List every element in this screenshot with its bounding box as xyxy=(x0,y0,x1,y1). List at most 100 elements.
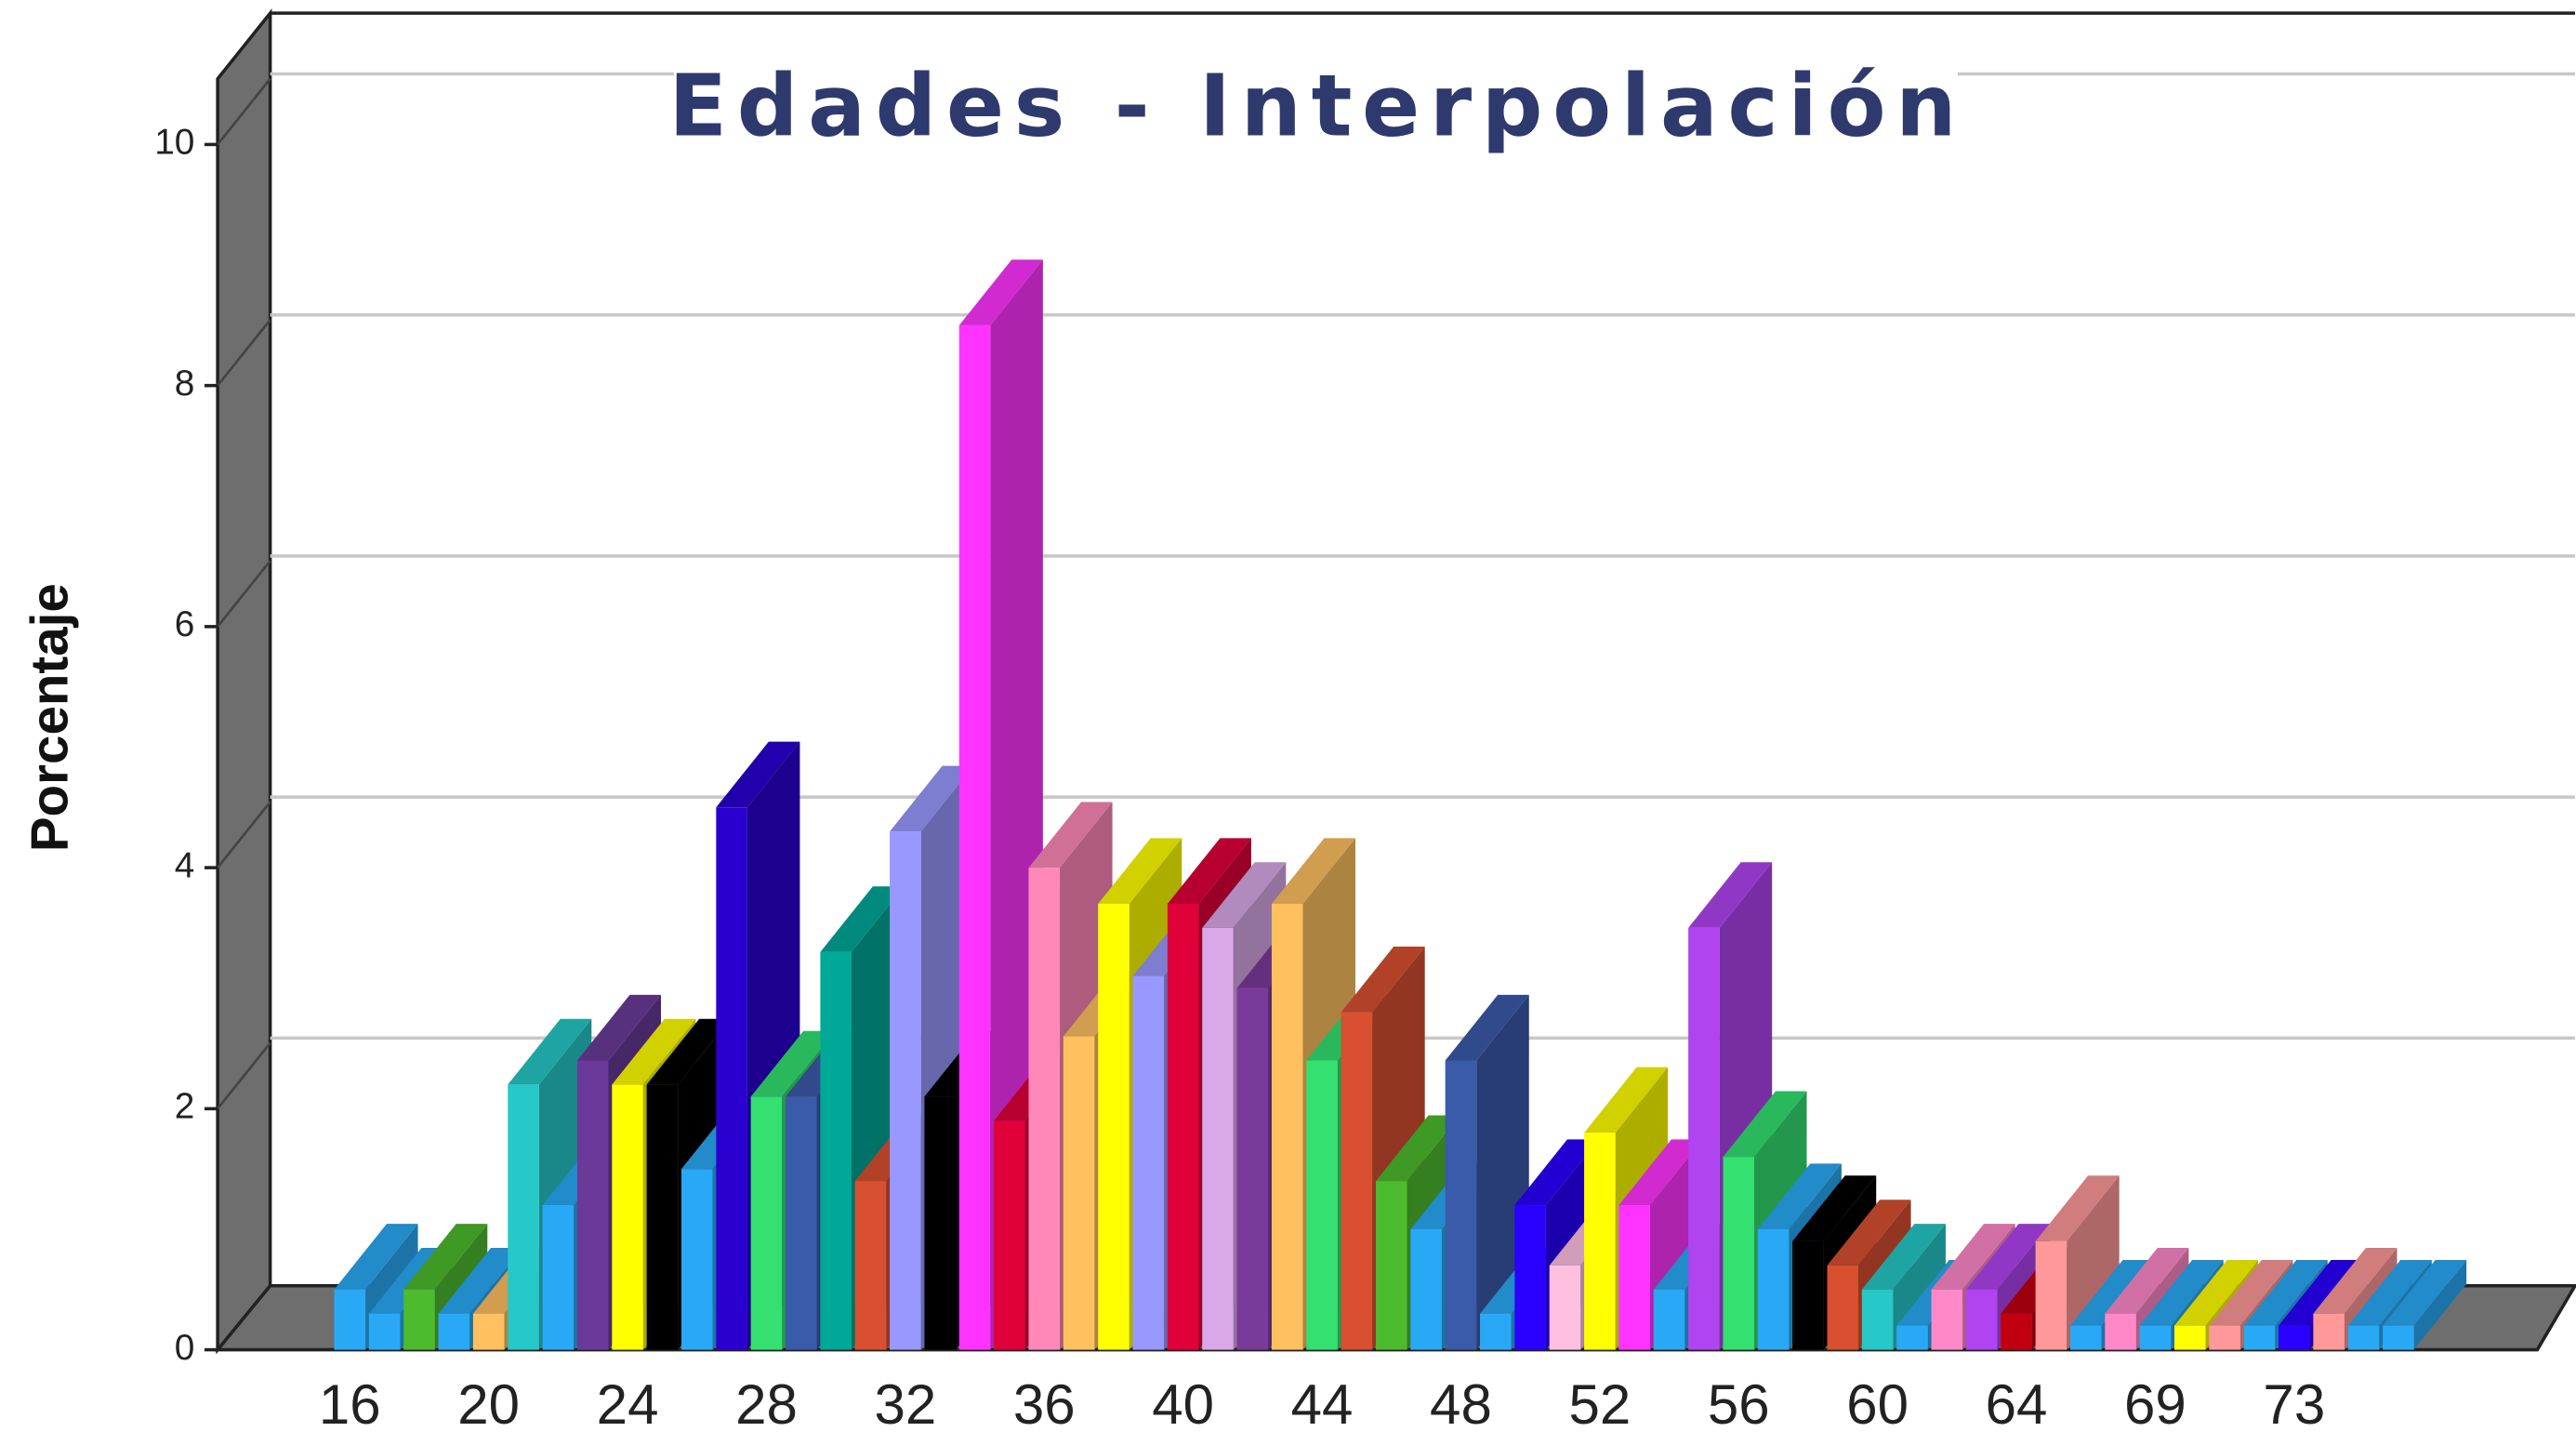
bar xyxy=(2139,1325,2172,1350)
bar xyxy=(1965,1289,1998,1350)
bar-top xyxy=(2243,1260,2328,1326)
bar xyxy=(1723,1157,1755,1350)
bar xyxy=(2035,1240,2067,1350)
x-tick-label: 73 xyxy=(2263,1373,2325,1436)
bar xyxy=(1757,1228,1790,1350)
bar-top xyxy=(2209,1260,2293,1326)
bar-top xyxy=(1861,1224,1946,1290)
y-axis-label: Porcentaje xyxy=(20,583,78,852)
bar xyxy=(1549,1265,1581,1350)
bar-top xyxy=(1723,1091,1807,1158)
bar-top xyxy=(2105,1248,2189,1314)
x-tick-label: 24 xyxy=(597,1373,659,1436)
bar xyxy=(1480,1313,1512,1350)
bar xyxy=(2069,1325,2102,1350)
bar xyxy=(2383,1325,2414,1350)
bar-top xyxy=(1202,862,1287,928)
bar-top xyxy=(2069,1260,2155,1326)
bar-top xyxy=(1375,1115,1460,1182)
bar xyxy=(680,1169,713,1350)
bar-top xyxy=(2347,1260,2432,1326)
bar xyxy=(646,1084,679,1350)
bar-top xyxy=(1028,802,1113,868)
bar-top xyxy=(508,1018,592,1085)
left-wall xyxy=(216,8,272,1355)
bar-top xyxy=(2279,1260,2363,1326)
bar xyxy=(750,1096,783,1350)
bar xyxy=(1584,1133,1616,1350)
bar xyxy=(2347,1325,2380,1350)
wall-grid-line xyxy=(217,77,271,146)
bar xyxy=(958,325,991,1350)
bar-side xyxy=(2413,1260,2467,1350)
bar xyxy=(890,831,921,1350)
bar xyxy=(820,951,852,1350)
bar xyxy=(1236,988,1269,1350)
bar-top xyxy=(1618,1139,1703,1206)
bar-top xyxy=(2174,1260,2259,1326)
bar-top xyxy=(576,994,662,1061)
bar xyxy=(2313,1313,2345,1350)
bar xyxy=(1445,1060,1477,1350)
bar xyxy=(334,1289,366,1350)
bar xyxy=(1306,1060,1338,1350)
chart-title: Edades - Interpolación xyxy=(668,56,1966,155)
bar-top xyxy=(890,765,974,832)
bar-top xyxy=(2383,1260,2467,1326)
bar xyxy=(716,807,747,1350)
bar xyxy=(1375,1181,1407,1350)
x-tick-label: 56 xyxy=(1708,1373,1770,1436)
bar xyxy=(2105,1313,2136,1350)
bar xyxy=(2209,1325,2240,1350)
bar xyxy=(1827,1265,1859,1350)
bar xyxy=(1410,1228,1442,1350)
title-bg xyxy=(674,48,1958,173)
bar-top xyxy=(2139,1260,2224,1326)
bar xyxy=(1688,927,1720,1350)
bar-top xyxy=(750,1030,835,1097)
bar-top xyxy=(2035,1175,2120,1241)
x-tick-label: 28 xyxy=(735,1373,798,1436)
bar xyxy=(1861,1289,1894,1350)
bar xyxy=(1028,868,1061,1350)
bar-top xyxy=(1098,838,1182,904)
x-tick-label: 36 xyxy=(1013,1373,1076,1436)
bar xyxy=(2174,1325,2206,1350)
wall-grid-line xyxy=(217,319,271,387)
bar-top xyxy=(716,741,800,808)
bar-top xyxy=(403,1224,488,1290)
bar xyxy=(1653,1289,1685,1350)
bar xyxy=(1202,927,1234,1350)
bar-top xyxy=(646,1018,731,1085)
bar xyxy=(994,1120,1025,1350)
bar xyxy=(1896,1325,1928,1350)
bar xyxy=(1618,1205,1650,1350)
x-tick-label: 52 xyxy=(1568,1373,1631,1436)
bar xyxy=(403,1289,435,1350)
x-tick-label: 20 xyxy=(457,1373,520,1436)
bar-top xyxy=(1341,947,1425,1013)
bar-top xyxy=(1271,838,1355,904)
bar xyxy=(542,1205,575,1350)
x-tick-label: 16 xyxy=(319,1373,381,1436)
bar-top xyxy=(1514,1139,1599,1206)
bar-top xyxy=(1757,1163,1842,1229)
y-tick-label: 6 xyxy=(175,604,195,644)
bar xyxy=(1063,1036,1095,1350)
bar-top xyxy=(1584,1067,1669,1133)
bar-top xyxy=(1167,838,1251,904)
bar xyxy=(1132,975,1165,1350)
y-tick-label: 2 xyxy=(175,1087,195,1127)
y-tick-label: 8 xyxy=(175,364,195,404)
bar xyxy=(1931,1289,1963,1350)
bar xyxy=(612,1084,643,1350)
y-tick-label: 0 xyxy=(175,1328,195,1368)
x-tick-label: 48 xyxy=(1430,1373,1492,1436)
x-tick-label: 69 xyxy=(2124,1373,2186,1436)
bar xyxy=(786,1096,817,1350)
wall-grid-line xyxy=(217,560,271,628)
bar xyxy=(1167,903,1199,1350)
bar-top xyxy=(1827,1200,1911,1266)
bar xyxy=(924,1096,956,1350)
